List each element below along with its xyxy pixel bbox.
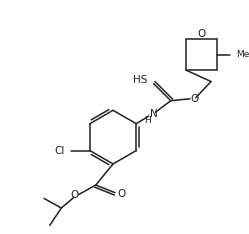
Text: HS: HS [133,75,148,85]
Text: O: O [118,189,126,199]
Text: Me: Me [236,50,249,59]
Text: N: N [150,109,157,119]
Text: H: H [144,116,151,125]
Text: O: O [197,29,205,39]
Text: O: O [71,190,79,200]
Text: O: O [190,94,199,104]
Text: Cl: Cl [55,146,65,156]
